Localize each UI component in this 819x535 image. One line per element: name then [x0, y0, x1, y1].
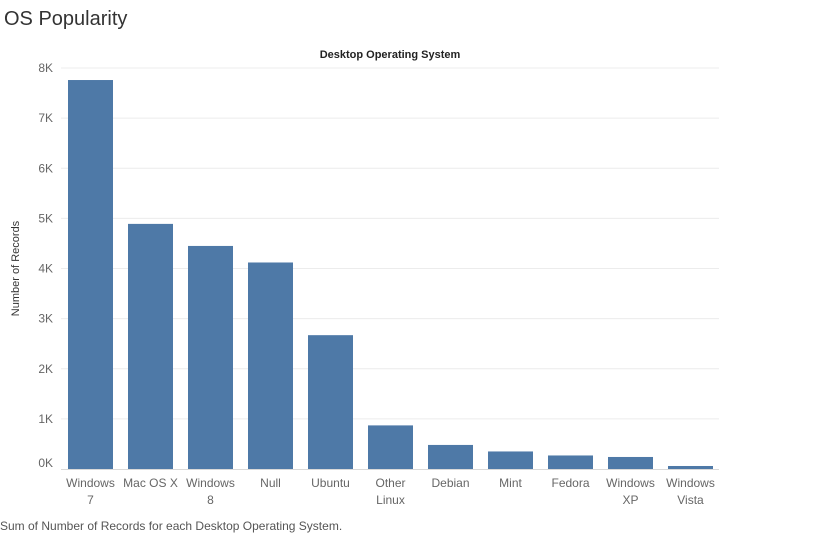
y-tick-label: 8K	[38, 61, 53, 75]
y-tick-label: 1K	[38, 412, 53, 426]
y-tick-label: 4K	[38, 262, 53, 276]
chart-caption: Sum of Number of Records for each Deskto…	[0, 519, 343, 533]
bar[interactable]	[128, 223, 173, 469]
x-category-label: Debian	[431, 476, 469, 490]
bar[interactable]	[668, 465, 713, 469]
y-tick-label: 5K	[38, 211, 53, 225]
bar[interactable]	[308, 335, 353, 469]
bar[interactable]	[608, 456, 653, 469]
y-tick-label: 2K	[38, 362, 53, 376]
x-category-label: Mac OS X	[123, 476, 178, 490]
gridlines	[61, 67, 719, 420]
x-category-label: Windows 7	[66, 476, 115, 507]
bar[interactable]	[188, 245, 233, 469]
bar[interactable]	[248, 262, 293, 469]
x-category-label: Other Linux	[375, 476, 405, 507]
sheet-title: OS Popularity	[4, 8, 128, 30]
bars	[68, 80, 713, 469]
y-tick-label: 7K	[38, 111, 53, 125]
bar[interactable]	[548, 455, 593, 469]
y-tick-label: 3K	[38, 312, 53, 326]
x-category-label: Windows Vista	[666, 476, 715, 507]
y-axis-title: Number of Records	[10, 220, 22, 316]
x-category-label: Null	[260, 476, 281, 490]
y-tick-label: 6K	[38, 161, 53, 175]
x-axis-labels: Windows 7 Mac OS X Windows 8 Null Ubuntu Other L…	[66, 476, 715, 507]
y-tick-label: 0K	[38, 456, 53, 470]
x-category-label: Fedora	[551, 476, 589, 490]
y-axis-ticks: 0K 1K 2K 3K 4K 5K 6K 7K 8K	[38, 61, 53, 470]
bar[interactable]	[428, 444, 473, 469]
x-category-label: Mint	[499, 476, 522, 490]
x-category-label: Windows XP	[606, 476, 655, 507]
bar[interactable]	[488, 451, 533, 469]
chart-header-title: Desktop Operating System	[320, 49, 461, 61]
x-category-label: Windows 8	[186, 476, 235, 507]
bar[interactable]	[68, 80, 113, 469]
bar[interactable]	[368, 425, 413, 469]
x-category-label: Ubuntu	[311, 476, 350, 490]
